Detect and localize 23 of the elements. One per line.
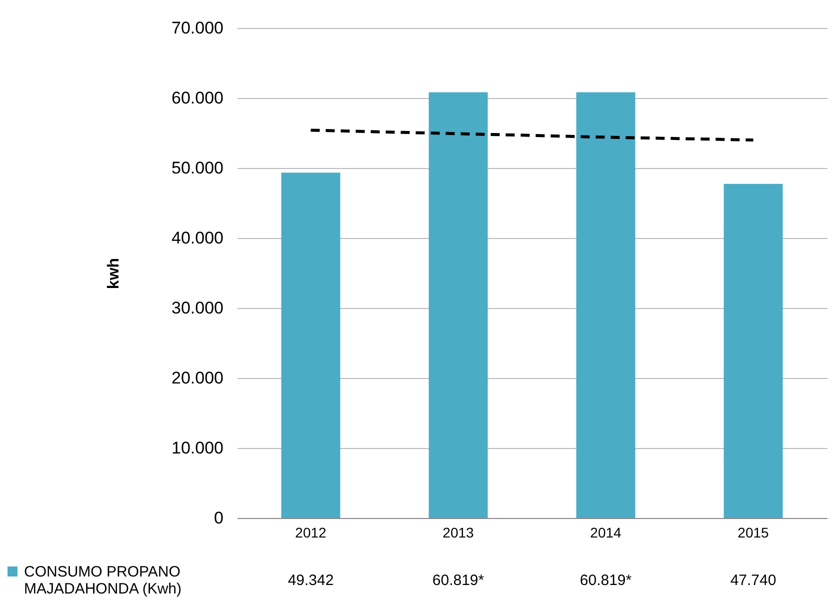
data-label: 60.819*: [580, 572, 632, 589]
bar: [576, 92, 636, 518]
bar: [281, 172, 340, 518]
data-label: 60.819*: [432, 572, 484, 589]
x-tick-label: 2014: [590, 524, 622, 540]
data-label: 49.342: [288, 572, 334, 589]
bar: [428, 92, 488, 518]
y-tick-label: 30.000: [172, 298, 224, 318]
legend-label: CONSUMO PROPANO MAJADAHONDA (Kwh): [24, 564, 182, 598]
x-tick-label: 2015: [738, 524, 770, 540]
x-tick-label: 2013: [442, 524, 474, 540]
y-axis-title: kwh: [106, 258, 123, 290]
line-series: [309, 128, 755, 142]
y-tick-label: 0: [214, 508, 224, 528]
y-tick-label: 20.000: [172, 368, 224, 388]
y-tick-label: 50.000: [172, 158, 224, 178]
bar: [724, 184, 783, 518]
y-tick-label: 70.000: [172, 18, 224, 38]
y-tick-label: 60.000: [172, 88, 224, 108]
data-label: 47.740: [730, 572, 776, 589]
y-tick-label: 10.000: [172, 438, 224, 458]
x-tick-label: 2012: [295, 524, 327, 540]
y-tick-label: 40.000: [172, 228, 224, 248]
